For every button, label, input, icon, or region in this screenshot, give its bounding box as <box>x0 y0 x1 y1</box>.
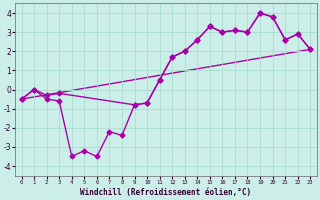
X-axis label: Windchill (Refroidissement éolien,°C): Windchill (Refroidissement éolien,°C) <box>80 188 252 197</box>
